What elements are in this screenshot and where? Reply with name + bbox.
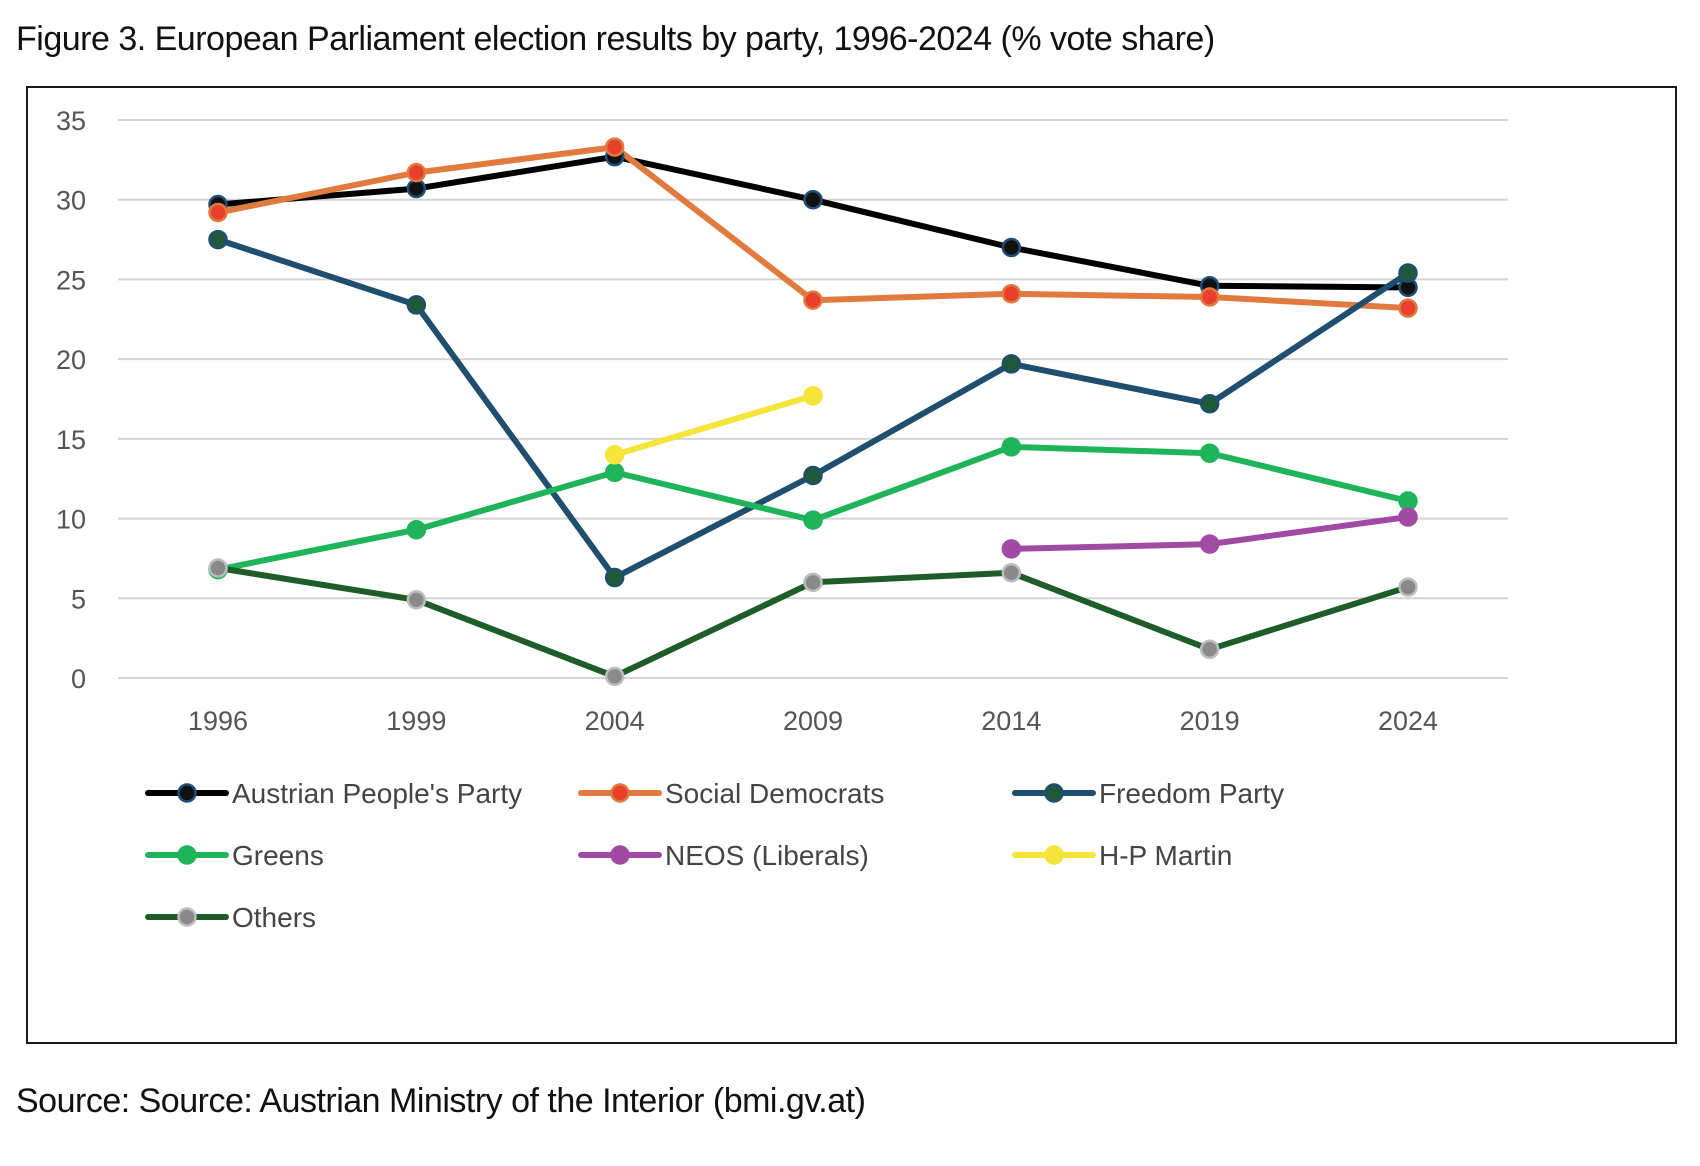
data-point — [1001, 284, 1022, 304]
data-point — [1398, 507, 1418, 527]
data-point — [803, 189, 823, 210]
data-point — [406, 519, 427, 540]
data-point — [406, 295, 427, 315]
legend-label: Others — [232, 902, 316, 933]
y-tick-label: 35 — [56, 106, 86, 136]
data-point — [604, 666, 625, 687]
legend-label: H-P Martin — [1099, 840, 1232, 871]
line-chart: 0 5 10 15 20 25 30 35 1996 1999 2004 2009 2014 2019 20… — [56, 106, 1508, 933]
data-point — [803, 572, 823, 593]
figure-source: Source: Source: Austrian Ministry of the… — [16, 1082, 866, 1120]
legend-swatch-marker — [1044, 783, 1064, 803]
legend-label: Social Democrats — [665, 778, 884, 809]
y-tick-label: 5 — [71, 584, 86, 614]
data-point — [1199, 394, 1220, 414]
data-point — [406, 178, 427, 199]
data-point — [406, 590, 427, 610]
legend-label: Freedom Party — [1099, 778, 1284, 809]
legend-label: NEOS (Liberals) — [665, 840, 869, 871]
x-tick-label: 2004 — [585, 706, 645, 736]
x-tick-label: 1996 — [188, 706, 248, 736]
data-point — [604, 567, 625, 588]
data-point — [1398, 298, 1418, 318]
data-point — [406, 162, 427, 183]
data-point — [1199, 287, 1220, 307]
data-point — [208, 558, 228, 578]
x-tick-label: 2014 — [981, 706, 1041, 736]
y-tick-label: 0 — [71, 664, 86, 694]
y-tick-label: 25 — [56, 265, 86, 295]
data-point — [1398, 263, 1418, 283]
data-point — [208, 202, 228, 223]
data-point — [208, 229, 228, 250]
data-point — [1199, 443, 1220, 463]
series-line-3 — [215, 443, 1411, 573]
legend-swatch-marker — [177, 845, 197, 865]
y-tick-label: 30 — [56, 186, 86, 216]
legend-label: Austrian People's Party — [232, 778, 522, 809]
data-point — [604, 137, 625, 157]
legend-swatch-marker — [177, 907, 197, 927]
legend-swatch-marker — [177, 783, 197, 803]
y-tick-label: 15 — [56, 425, 86, 455]
legend-swatch-marker — [1044, 845, 1064, 865]
data-point — [803, 386, 823, 406]
data-point — [1398, 491, 1418, 511]
data-point — [604, 462, 625, 483]
data-point — [604, 445, 625, 465]
data-point — [1199, 534, 1220, 554]
series-line-5 — [611, 392, 816, 458]
figure-title: Figure 3. European Parliament election r… — [16, 20, 1215, 58]
y-tick-label: 20 — [56, 345, 86, 375]
x-tick-label: 2009 — [783, 706, 843, 736]
data-point — [1001, 539, 1022, 559]
x-tick-label: 2019 — [1180, 706, 1240, 736]
x-tick-label: 2024 — [1378, 706, 1438, 736]
data-point — [803, 510, 823, 530]
legend-label: Greens — [232, 840, 324, 871]
data-point — [803, 290, 823, 310]
y-tick-label: 10 — [56, 505, 86, 535]
data-point — [1398, 577, 1418, 597]
data-point — [1001, 354, 1022, 374]
data-point — [1001, 437, 1022, 457]
chart-frame: 0 5 10 15 20 25 30 35 1996 1999 2004 2009 2014 2019 20… — [26, 86, 1677, 1044]
x-tick-label: 1999 — [386, 706, 446, 736]
legend-swatch-marker — [610, 783, 630, 803]
legend-swatch-marker — [610, 845, 630, 865]
data-point — [1001, 237, 1022, 258]
data-point — [803, 465, 823, 486]
data-point — [1001, 563, 1022, 583]
data-point — [1199, 639, 1220, 660]
